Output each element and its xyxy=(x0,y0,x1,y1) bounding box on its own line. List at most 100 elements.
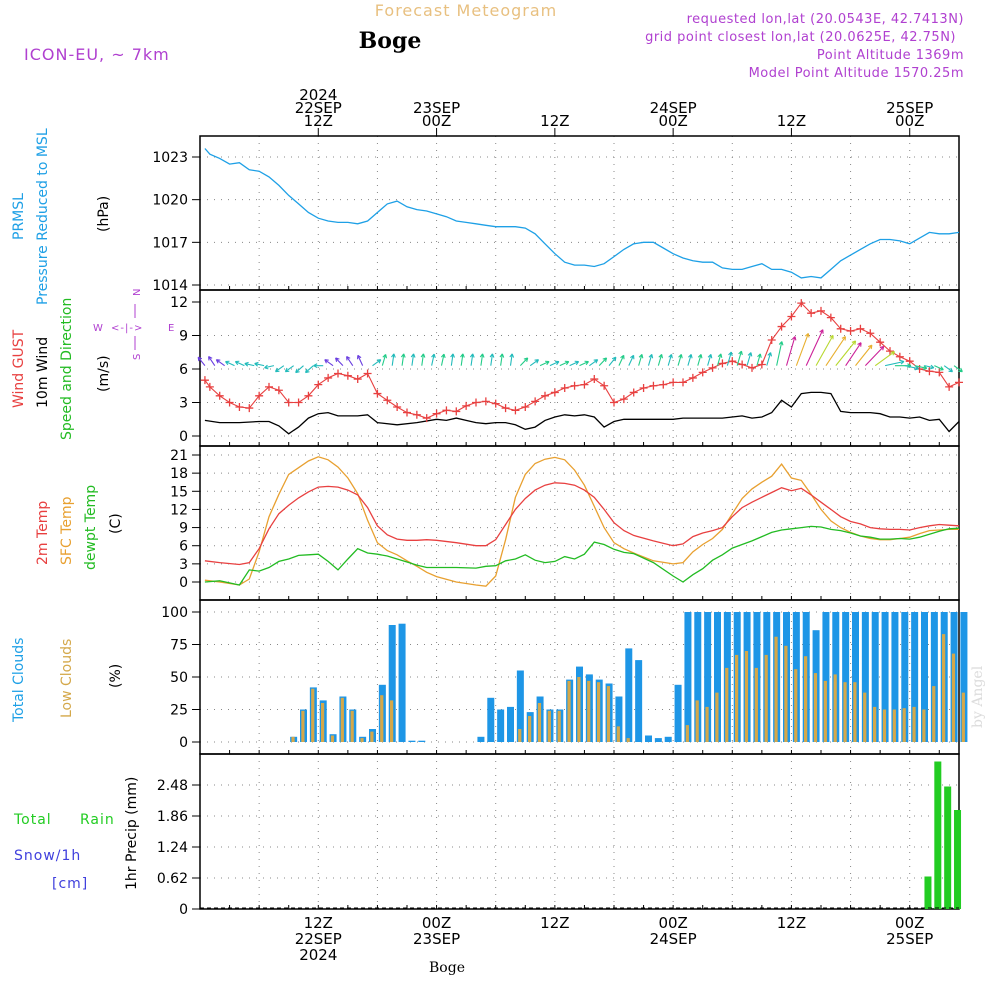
low-cloud-bar xyxy=(321,703,325,742)
wind-arrow xyxy=(519,357,529,367)
gust-marker xyxy=(856,324,865,333)
wind-arrow xyxy=(304,365,314,374)
wind-arrow xyxy=(795,333,810,366)
low-cloud-bar xyxy=(390,700,394,742)
low-cloud-bar xyxy=(892,709,896,742)
low-cloud-bar xyxy=(764,654,768,742)
prmsl-label: PRMSL xyxy=(11,193,27,240)
y-tick-label: 21 xyxy=(170,448,188,464)
low-cloud-bar xyxy=(833,674,837,742)
wind-arrow xyxy=(346,355,354,366)
gust-marker xyxy=(580,380,589,389)
snow-label: Snow/1h xyxy=(14,848,81,864)
y-tick-label: 1017 xyxy=(152,235,188,251)
gust-marker xyxy=(432,409,441,418)
gust-marker xyxy=(393,402,402,411)
gust-marker xyxy=(324,373,333,382)
gust-marker xyxy=(767,335,776,344)
low-cloud-bar xyxy=(518,729,522,742)
bottom-time-label: 12Z xyxy=(540,914,569,932)
top-time-label: 22SEP xyxy=(295,99,342,117)
rain-bar xyxy=(924,876,932,909)
gust-marker xyxy=(738,360,747,369)
wind-arrow xyxy=(489,353,495,366)
wind-arrow xyxy=(825,336,847,366)
wind-arrow xyxy=(884,359,905,367)
low-cloud-bar xyxy=(804,656,808,742)
y-tick-label: 1020 xyxy=(152,193,188,209)
wind-arrow xyxy=(234,360,245,367)
y-tick-label: 3 xyxy=(179,396,188,412)
gust-marker xyxy=(787,312,796,321)
gust-marker xyxy=(343,371,352,380)
gust-marker xyxy=(728,357,737,366)
low-cloud-bar xyxy=(567,680,571,742)
wind-arrow xyxy=(677,353,683,366)
gust-marker xyxy=(935,368,944,377)
wind-arrow xyxy=(244,361,255,367)
total-cloud-bar xyxy=(615,696,623,742)
total-cloud-bar xyxy=(911,612,919,742)
total-cloud-bar xyxy=(388,625,396,742)
gust-marker xyxy=(886,347,894,356)
y-tick-label: 1023 xyxy=(152,150,188,166)
gust-marker xyxy=(807,309,816,318)
top-time-label: 12Z xyxy=(540,112,569,130)
gust-marker xyxy=(245,404,254,413)
rain-bar xyxy=(934,761,942,909)
low-cloud-bar xyxy=(813,673,818,742)
panel-frame xyxy=(199,753,960,910)
wind10m-label: 10m Wind xyxy=(35,337,51,408)
total-rain-label-total: Total xyxy=(13,812,52,828)
gust-marker xyxy=(200,376,209,385)
wind-arrow xyxy=(295,365,304,374)
gust-marker xyxy=(501,404,510,413)
bottom-time-label: 12Z xyxy=(777,914,806,932)
total-clouds-label: Total Clouds xyxy=(11,638,27,723)
wind-arrow xyxy=(657,353,664,366)
point-altitude: Point Altitude 1369m xyxy=(817,48,964,63)
gust-marker xyxy=(491,399,500,408)
low-cloud-bar xyxy=(577,677,581,742)
gust-marker xyxy=(846,327,855,336)
wind-arrow xyxy=(608,356,617,366)
total-cloud-bar xyxy=(921,612,928,742)
total-cloud-bar xyxy=(714,612,721,742)
y-tick-label: 3 xyxy=(179,557,188,573)
total-cloud-bar xyxy=(507,706,514,742)
top-time-label: 00Z xyxy=(895,112,924,130)
wind-arrow xyxy=(697,353,703,366)
panel-0: 1014 1017 1020 1023 xyxy=(152,135,960,294)
total-cloud-bar xyxy=(635,660,643,742)
wind-arrow xyxy=(391,353,396,366)
gust-marker xyxy=(403,408,411,417)
wind-arrow xyxy=(469,353,475,366)
gust-marker xyxy=(373,389,382,398)
low-cloud-bar xyxy=(715,692,719,742)
total-cloud-bar xyxy=(516,670,524,742)
low-cloud-bar xyxy=(537,703,542,742)
gust-marker xyxy=(876,338,885,347)
wind-arrow xyxy=(450,353,455,366)
gust-marker xyxy=(255,391,264,400)
y-tick-label: 9 xyxy=(179,521,188,537)
wind-arrow xyxy=(716,353,723,366)
gust-marker xyxy=(649,381,658,390)
bottom-time-label: 00Z xyxy=(422,914,451,932)
gust-marker xyxy=(679,378,687,387)
wind10m-line xyxy=(204,391,960,435)
dewpt-line xyxy=(204,525,960,586)
bottom-time-label: 23SEP xyxy=(413,930,460,948)
wind-arrow xyxy=(953,365,963,373)
low-cloud-bar xyxy=(340,697,344,742)
top-time-label: 2024 xyxy=(299,86,337,104)
low-cloud-bar xyxy=(370,731,374,742)
y-tick-label: 6 xyxy=(179,362,188,378)
wind-arrow xyxy=(254,361,265,367)
gust-marker xyxy=(748,363,756,372)
wind-arrow xyxy=(766,352,773,366)
low-cloud-bar xyxy=(922,709,926,742)
gust-marker xyxy=(265,382,273,391)
wind-arrow xyxy=(431,353,436,366)
gust-marker xyxy=(817,306,825,315)
